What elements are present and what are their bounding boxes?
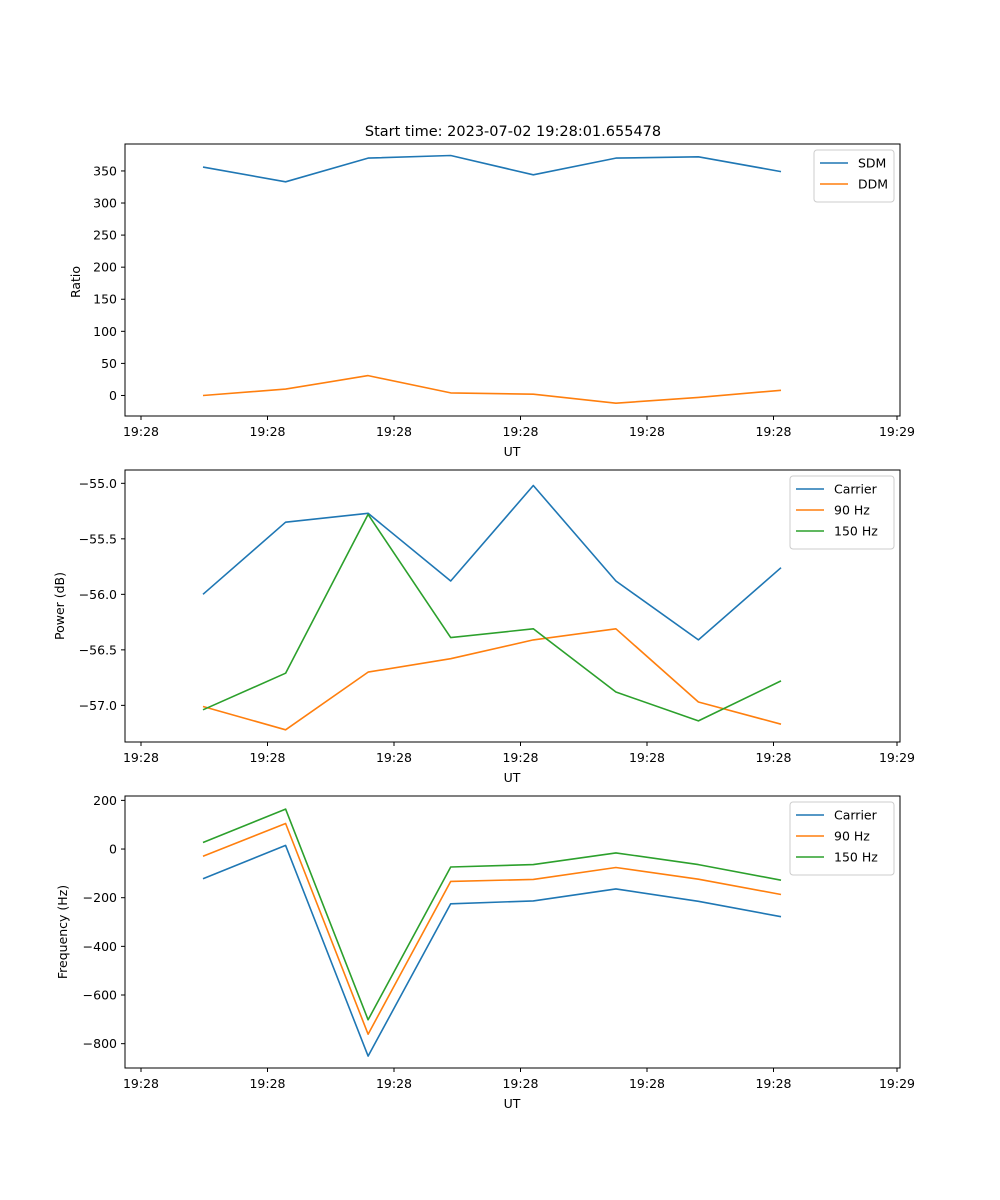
power-y-tick-label: −57.0	[79, 698, 117, 713]
ratio-x-tick-label: 19:28	[755, 424, 791, 439]
power-y-tick-label: −55.0	[79, 476, 117, 491]
frequency-legend-label: 90 Hz	[834, 829, 870, 844]
power-legend-label: 150 Hz	[834, 524, 878, 539]
frequency-x-tick-label: 19:28	[249, 1076, 285, 1091]
frequency-y-axis-label: Frequency (Hz)	[55, 885, 70, 979]
ratio-x-tick-label: 19:28	[629, 424, 665, 439]
frequency-series-carrier-line	[202, 844, 782, 1057]
ratio-y-tick-label: 50	[101, 356, 117, 371]
power-y-tick-label: −56.5	[79, 642, 117, 657]
ratio-legend-label: DDM	[858, 177, 888, 192]
ratio-x-tick-label: 19:28	[249, 424, 285, 439]
power-series-90-hz-line	[202, 627, 782, 731]
frequency-y-tick-label: −600	[83, 988, 117, 1003]
ratio-plot-frame	[124, 143, 901, 417]
ratio-y-tick-label: 300	[93, 196, 117, 211]
ratio-y-tick-label: 100	[93, 324, 117, 339]
ratio-y-tick-label: 250	[93, 228, 117, 243]
ratio-x-tick-label: 19:28	[123, 424, 159, 439]
frequency-legend-label: Carrier	[834, 808, 878, 823]
frequency-x-tick-label: 19:28	[502, 1076, 538, 1091]
frequency-x-tick-label: 19:28	[123, 1076, 159, 1091]
ratio-x-tick-label: 19:29	[879, 424, 915, 439]
power-y-axis-label: Power (dB)	[52, 572, 67, 640]
power-legend-label: 90 Hz	[834, 503, 870, 518]
ratio-series-sdm-line	[202, 154, 782, 183]
ratio-panel: Start time: 2023-07-02 19:28:01.655478 1…	[68, 124, 915, 459]
power-x-tick-label: 19:29	[879, 750, 915, 765]
frequency-panel: 19:28 19:28 19:28 19:28 19:28 19:28 19:29 −800 −…	[55, 793, 915, 1111]
frequency-series-90-hz-line	[202, 822, 782, 1035]
power-y-tick-label: −56.0	[79, 587, 117, 602]
frequency-legend-label: 150 Hz	[834, 850, 878, 865]
power-x-tick-label: 19:28	[629, 750, 665, 765]
power-x-tick-label: 19:28	[123, 750, 159, 765]
power-x-tick-label: 19:28	[249, 750, 285, 765]
ratio-x-tick-label: 19:28	[502, 424, 538, 439]
ratio-y-tick-label: 150	[93, 292, 117, 307]
power-y-tick-label: −55.5	[79, 531, 117, 546]
ratio-x-tick-label: 19:28	[376, 424, 412, 439]
ratio-y-tick-label: 350	[93, 163, 117, 178]
frequency-plot-frame	[124, 795, 901, 1069]
ratio-y-tick-label: 0	[109, 388, 117, 403]
frequency-series-150-hz-line	[202, 808, 782, 1021]
frequency-y-tick-label: −400	[83, 939, 117, 954]
frequency-y-tick-label: −200	[83, 890, 117, 905]
frequency-y-tick-label: 200	[93, 793, 117, 808]
frequency-y-tick-label: −800	[83, 1036, 117, 1051]
ratio-legend-label: SDM	[858, 156, 886, 171]
power-series-150-hz-line	[202, 513, 782, 722]
ratio-series-ddm-line	[202, 374, 782, 405]
power-panel: 19:28 19:28 19:28 19:28 19:28 19:28 19:29 −57.0…	[52, 469, 915, 785]
ratio-x-axis-label: UT	[504, 444, 521, 459]
frequency-x-axis-label: UT	[504, 1096, 521, 1111]
ratio-y-axis-label: Ratio	[68, 266, 83, 298]
power-x-axis-label: UT	[504, 770, 521, 785]
chart-title: Start time: 2023-07-02 19:28:01.655478	[365, 124, 661, 140]
power-plot-frame	[124, 469, 901, 743]
frequency-x-tick-label: 19:29	[879, 1076, 915, 1091]
power-x-tick-label: 19:28	[755, 750, 791, 765]
frequency-x-tick-label: 19:28	[376, 1076, 412, 1091]
power-legend-label: Carrier	[834, 482, 878, 497]
frequency-x-tick-label: 19:28	[755, 1076, 791, 1091]
ratio-y-tick-label: 200	[93, 260, 117, 275]
power-x-tick-label: 19:28	[502, 750, 538, 765]
power-x-tick-label: 19:28	[376, 750, 412, 765]
frequency-y-tick-label: 0	[109, 842, 117, 857]
frequency-x-tick-label: 19:28	[629, 1076, 665, 1091]
power-series-carrier-line	[202, 484, 782, 641]
